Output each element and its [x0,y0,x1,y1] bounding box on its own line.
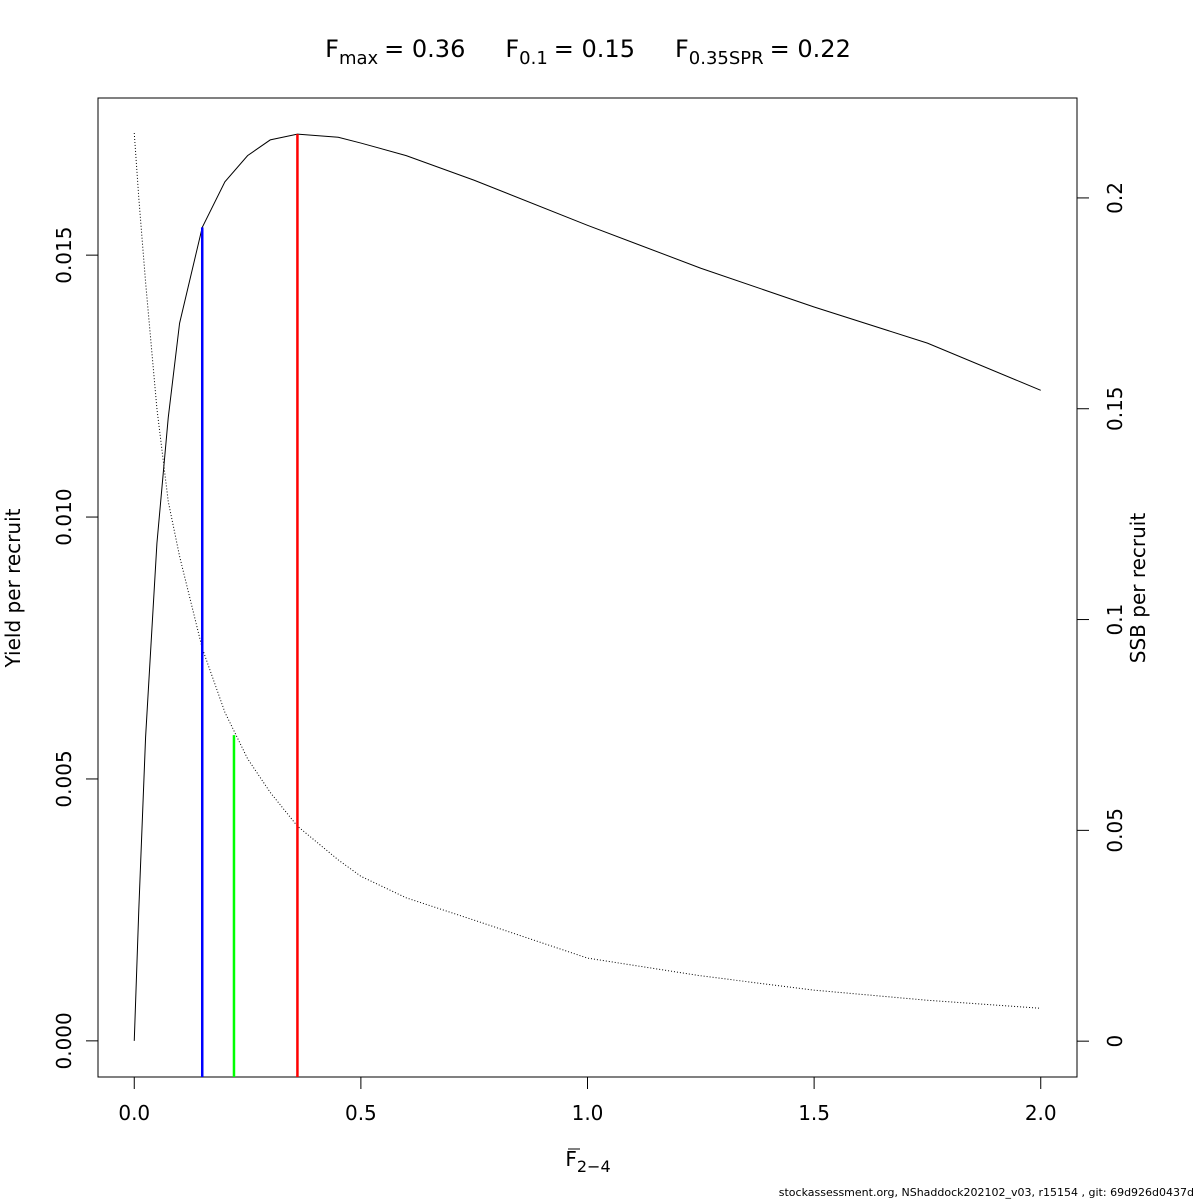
series-line [133,132,1041,1009]
y2-tick-label: 0.2 [1103,182,1127,214]
title-subscript: max [339,48,379,69]
y-tick-label: 0.005 [52,750,76,807]
title-subscript: 0.35SPR [689,48,764,69]
chart-title: Fmax = 0.36 F0.1 = 0.15 F0.35SPR = 0.22 [325,35,851,69]
x-label-subscript: 2−4 [577,1157,611,1176]
y-tick-label: 0.000 [52,1012,76,1069]
x-tick-label: 0.0 [118,1101,150,1125]
x-tick-label: 0.5 [345,1101,377,1125]
title-symbol: F [505,35,519,63]
title-symbol: F [325,35,339,63]
title-value: = 0.36 [384,35,465,63]
title-value: = 0.15 [554,35,635,63]
plot-frame [97,97,1078,1078]
x-label-symbol: F [565,1147,577,1171]
y2-tick-label: 0.1 [1103,604,1127,636]
footer: stockassessment.org, NShaddock202102_v03… [779,1186,1194,1199]
x-tick-label: 2.0 [1025,1101,1057,1125]
title-value: = 0.22 [770,35,851,63]
title-subscript: 0.1 [519,48,548,69]
y2-axis-label: SSB per recruit [1126,513,1150,664]
x-tick-label: 1.5 [798,1101,830,1125]
x-axis-label: F2−4 [565,1147,610,1176]
x-tick-label: 1.0 [572,1101,604,1125]
y-tick-label: 0.010 [52,488,76,545]
y-tick-label: 0.015 [52,227,76,284]
y2-tick-label: 0.05 [1103,808,1127,853]
series-line [133,133,1041,1041]
y2-tick-label: 0.15 [1103,386,1127,431]
y2-tick-label: 0 [1103,1035,1127,1048]
y-axis-label: Yield per recruit [1,508,25,668]
title-symbol: F [675,35,689,63]
